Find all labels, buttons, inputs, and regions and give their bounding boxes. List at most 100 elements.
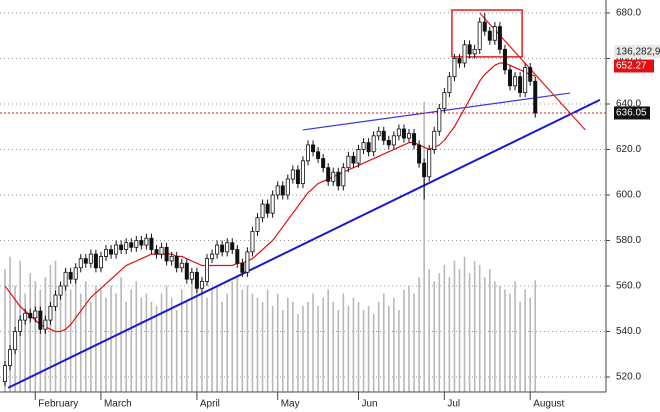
candle-body <box>38 310 43 330</box>
volume-bar <box>514 281 516 392</box>
volume-bar <box>297 314 299 392</box>
candle-body <box>245 251 250 273</box>
candle-body <box>78 258 83 269</box>
volume-bar <box>241 289 244 392</box>
candle-body <box>371 135 376 153</box>
x-tick-label: May <box>281 399 300 410</box>
candle-body <box>406 133 411 139</box>
candle-body <box>255 217 260 232</box>
volume-bar <box>266 289 269 392</box>
volume-bar <box>473 260 476 392</box>
volume-bar <box>398 310 400 392</box>
candle-body <box>326 167 331 182</box>
volume-bar <box>423 101 425 392</box>
candle-body <box>356 149 361 164</box>
candle-body <box>124 242 129 250</box>
volume-bar <box>382 293 385 392</box>
candle-body <box>8 349 13 367</box>
candle-body <box>114 244 119 255</box>
volume-bar <box>322 297 324 392</box>
candle-body <box>144 237 149 246</box>
volume-bar <box>408 285 410 392</box>
volume-bar <box>34 281 37 392</box>
highlight-box <box>451 9 523 58</box>
volume-bar <box>105 297 107 392</box>
candle-body <box>290 169 295 180</box>
volume-bar <box>39 289 42 392</box>
volume-bar <box>418 277 420 392</box>
y-tick-label: 540.0 <box>616 326 641 337</box>
volume-bar <box>393 297 395 392</box>
ma-tag-bg <box>614 59 654 73</box>
volume-bar <box>524 289 526 392</box>
candle-body <box>265 203 270 214</box>
candle-body <box>3 365 8 382</box>
candle-body <box>316 151 321 159</box>
volume-bar <box>483 277 486 392</box>
candle-body <box>58 285 63 296</box>
candle-body <box>376 130 381 137</box>
volume-bar <box>246 285 249 392</box>
candle-body <box>457 58 462 64</box>
x-tick-label: April <box>200 399 220 410</box>
candle-body <box>396 128 401 137</box>
y-tick-label: 560.0 <box>616 281 641 292</box>
volume-bar <box>448 277 451 392</box>
candle-body <box>518 76 523 93</box>
price-tag: 636.05 <box>616 108 647 119</box>
y-tick-label: 600.0 <box>616 190 641 201</box>
volume-bar <box>312 293 314 392</box>
moving-average <box>4 62 536 333</box>
candle-body <box>250 230 255 253</box>
candle-body <box>199 281 204 289</box>
candle-body <box>386 139 391 146</box>
volume-bar <box>443 264 446 392</box>
volume-bar <box>150 301 153 392</box>
candle-body <box>154 249 159 255</box>
volume-bar <box>79 293 82 392</box>
candle-body <box>184 262 189 280</box>
candle-body <box>129 242 134 248</box>
volume-bar <box>388 305 390 392</box>
volume-bar <box>458 269 461 392</box>
candle-body <box>88 253 93 264</box>
volume-tag: 136,282,91 <box>616 47 660 58</box>
volume-bar <box>44 277 47 392</box>
volume-bar <box>292 301 294 392</box>
volume-bar <box>216 285 218 392</box>
candle-body <box>189 271 194 280</box>
trendline <box>7 98 601 389</box>
y-tick-label: 620.0 <box>616 144 641 155</box>
volume-bar <box>125 301 127 392</box>
volume-bar <box>211 289 213 392</box>
candle-body <box>104 249 109 257</box>
candle-body <box>361 142 366 150</box>
x-tick-label: Jul <box>447 399 460 410</box>
candle-body <box>134 240 139 248</box>
candle-body <box>432 130 437 150</box>
candle-body <box>109 249 114 255</box>
candle-body <box>169 256 174 262</box>
volume-bar <box>49 264 52 392</box>
candle-body <box>442 92 447 109</box>
candle-body <box>149 237 154 250</box>
volume-bar <box>155 305 158 392</box>
candle-body <box>93 253 98 269</box>
volume-bar <box>231 281 234 392</box>
volume-bar <box>54 260 57 392</box>
volume-bar <box>100 289 102 392</box>
volume-bar <box>327 289 329 392</box>
candle-body <box>305 144 310 162</box>
trendline <box>479 12 586 131</box>
volume-bar <box>362 310 365 392</box>
volume-bar <box>281 310 284 392</box>
volume-bar <box>29 273 32 392</box>
x-tick-label: February <box>38 399 78 410</box>
candle-body <box>225 242 230 253</box>
volume-bar <box>352 297 355 392</box>
ma-tag: 652.27 <box>616 61 647 72</box>
candle-body <box>204 258 209 282</box>
candle-body <box>23 312 28 321</box>
candle-body <box>295 169 300 185</box>
candle-body <box>230 242 235 250</box>
